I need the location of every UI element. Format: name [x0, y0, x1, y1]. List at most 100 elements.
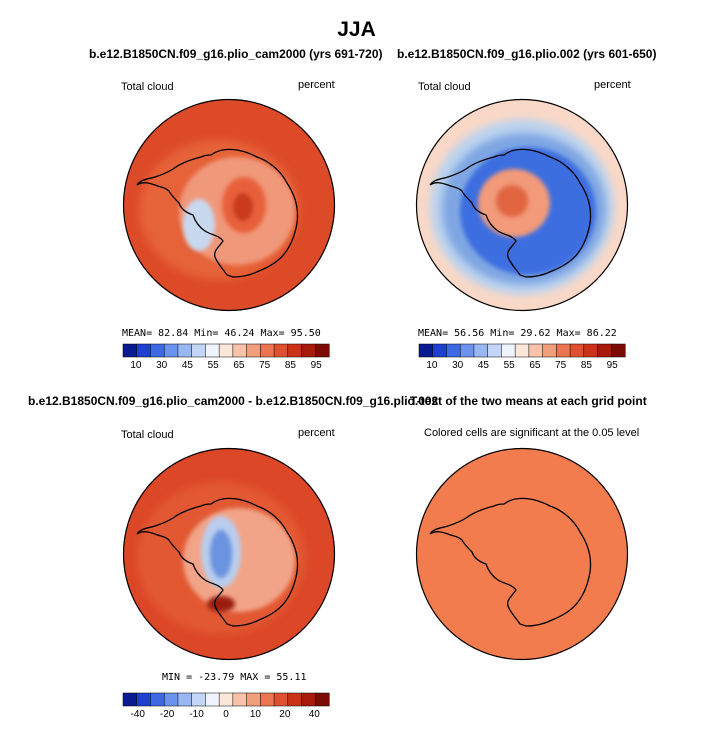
- panel-4-fill: [416, 448, 628, 660]
- colorbar-panel-2-tick-label: 55: [504, 360, 516, 371]
- colorbar-panel-3-swatch: [177, 692, 193, 707]
- panel-3-dark-spot: [207, 596, 235, 612]
- colorbar-panel-1-swatch: [287, 343, 303, 358]
- panel-2-mean-label: MEAN=: [418, 328, 449, 339]
- colorbar-panel-1-swatch: [205, 343, 220, 358]
- panel-1-map: [122, 98, 336, 312]
- colorbar-panel-3-tick-label: -40: [130, 709, 145, 720]
- panel-3-title: b.e12.B1850CN.f09_g16.plio_cam2000 - b.e…: [28, 394, 439, 408]
- colorbar-panel-1-tick-label: 55: [208, 360, 220, 371]
- colorbar-panel-2-swatch: [459, 343, 475, 358]
- colorbar-panel-3-swatch: [232, 692, 248, 707]
- panel-1-mean-label: MEAN=: [122, 328, 153, 339]
- colorbar-panel-1-swatch: [273, 343, 289, 358]
- colorbar-panel-2: 10 30 45 55 65 75 85 95: [418, 343, 626, 371]
- colorbar-panel-2-swatch: [514, 343, 530, 358]
- panel-1-variable-label: Total cloud: [121, 81, 174, 93]
- colorbar-panel-2-swatch: [611, 343, 626, 358]
- colorbar-panel-1-tick-label: 30: [156, 360, 168, 371]
- colorbar-panel-3-swatch: [246, 692, 261, 707]
- colorbar-panel-2-swatch: [597, 343, 612, 358]
- colorbar-panel-3-swatch: [150, 692, 165, 707]
- panel-3-map: [122, 447, 336, 661]
- colorbar-panel-1-swatch: [150, 343, 165, 358]
- panel-2-map: [415, 98, 629, 312]
- colorbar-panel-3-tick-label: -10: [189, 709, 204, 720]
- colorbar-panel-3-swatch: [273, 692, 289, 707]
- colorbar-panel-3: -40 -20 -10 0 10 20 40: [122, 692, 330, 720]
- panel-2-max-label: Max=: [556, 328, 581, 339]
- colorbar-panel-1-tick-label: 95: [311, 360, 323, 371]
- panel-1-min-label: Min=: [194, 328, 219, 339]
- colorbar-panel-1-swatch: [260, 343, 275, 358]
- panel-3-variable-label: Total cloud: [121, 429, 174, 441]
- panel-2-max-value: 86.22: [586, 328, 617, 339]
- panel-3-units-label: percent: [298, 427, 335, 439]
- colorbar-panel-3-tick-label: -20: [160, 709, 175, 720]
- panel-1-max-value: 95.50: [290, 328, 321, 339]
- colorbar-panel-2-tick-label: 10: [426, 360, 438, 371]
- colorbar-panel-1-tick-label: 65: [233, 360, 245, 371]
- colorbar-panel-1-swatch: [177, 343, 193, 358]
- colorbar-panel-1: 10 30 45 55 65 75 85 95: [122, 343, 330, 371]
- colorbar-panel-3-tick-label: 0: [223, 709, 229, 720]
- colorbar-panel-2-swatch: [432, 343, 448, 358]
- colorbar-panel-2-tick-label: 30: [452, 360, 464, 371]
- colorbar-panel-3-tick-label: 40: [309, 709, 321, 720]
- panel-4-subtitle: Colored cells are significant at the 0.0…: [424, 427, 640, 439]
- colorbar-panel-2-tick-label: 45: [478, 360, 490, 371]
- main-title: JJA: [337, 18, 376, 41]
- panel-3-stats: MIN = -23.79 MAX = 55.11: [162, 672, 307, 683]
- panel-2-min-value: 29.62: [520, 328, 551, 339]
- colorbar-panel-3-swatch: [205, 692, 220, 707]
- colorbar-panel-1-swatch: [136, 343, 152, 358]
- colorbar-panel-1-swatch: [246, 343, 261, 358]
- colorbar-panel-1-tick-label: 10: [130, 360, 142, 371]
- colorbar-panel-3-swatch: [287, 692, 303, 707]
- panel-2-highlight: [496, 185, 528, 217]
- panel-2-units-label: percent: [594, 79, 631, 91]
- panel-1-max-label: Max=: [260, 328, 285, 339]
- panel-2-title: b.e12.B1850CN.f09_g16.plio.002 (yrs 601-…: [397, 47, 657, 61]
- colorbar-panel-2-tick-label: 95: [607, 360, 619, 371]
- colorbar-panel-3-swatch: [315, 692, 330, 707]
- panel-1-highlight: [233, 193, 253, 221]
- panel-1-units-label: percent: [298, 79, 335, 91]
- colorbar-panel-2-swatch: [418, 343, 434, 358]
- colorbar-panel-2-tick-label: 75: [555, 360, 567, 371]
- panel-1-title: b.e12.B1850CN.f09_g16.plio_cam2000 (yrs …: [89, 47, 383, 61]
- colorbar-panel-3-tick-label: 10: [250, 709, 262, 720]
- panel-1-min-value: 46.24: [224, 328, 255, 339]
- panel-1-stats: MEAN= 82.84 Min= 46.24 Max= 95.50: [122, 328, 321, 339]
- panel-4-map: [415, 447, 629, 661]
- panel-3-blue-core: [210, 530, 232, 578]
- panel-4-title: T-test of the two means at each grid poi…: [410, 394, 647, 408]
- colorbar-panel-1-swatch: [232, 343, 248, 358]
- colorbar-panel-1-swatch: [301, 343, 316, 358]
- colorbar-panel-3-tick-label: 20: [279, 709, 291, 720]
- panel-2-variable-label: Total cloud: [418, 81, 471, 93]
- colorbar-panel-1-swatch: [218, 343, 234, 358]
- colorbar-panel-2-swatch: [528, 343, 544, 358]
- colorbar-panel-1-swatch: [191, 343, 206, 358]
- colorbar-panel-1-tick-label: 85: [285, 360, 297, 371]
- colorbar-panel-3-swatch: [260, 692, 275, 707]
- colorbar-panel-3-swatch: [301, 692, 316, 707]
- colorbar-panel-1-swatch: [163, 343, 179, 358]
- colorbar-panel-2-swatch: [501, 343, 516, 358]
- panel-2-stats: MEAN= 56.56 Min= 29.62 Max= 86.22: [418, 328, 617, 339]
- colorbar-panel-3-swatch: [163, 692, 179, 707]
- colorbar-panel-2-swatch: [583, 343, 599, 358]
- panel-2-min-label: Min=: [490, 328, 515, 339]
- colorbar-panel-2-swatch: [569, 343, 585, 358]
- colorbar-panel-1-swatch: [315, 343, 330, 358]
- colorbar-panel-3-swatch: [122, 692, 138, 707]
- colorbar-panel-2-swatch: [542, 343, 557, 358]
- colorbar-panel-2-swatch: [446, 343, 461, 358]
- colorbar-panel-2-tick-label: 85: [581, 360, 593, 371]
- colorbar-panel-1-tick-label: 45: [182, 360, 194, 371]
- colorbar-panel-2-swatch: [487, 343, 502, 358]
- colorbar-panel-2-swatch: [473, 343, 489, 358]
- colorbar-panel-3-swatch: [218, 692, 234, 707]
- colorbar-panel-1-swatch: [122, 343, 138, 358]
